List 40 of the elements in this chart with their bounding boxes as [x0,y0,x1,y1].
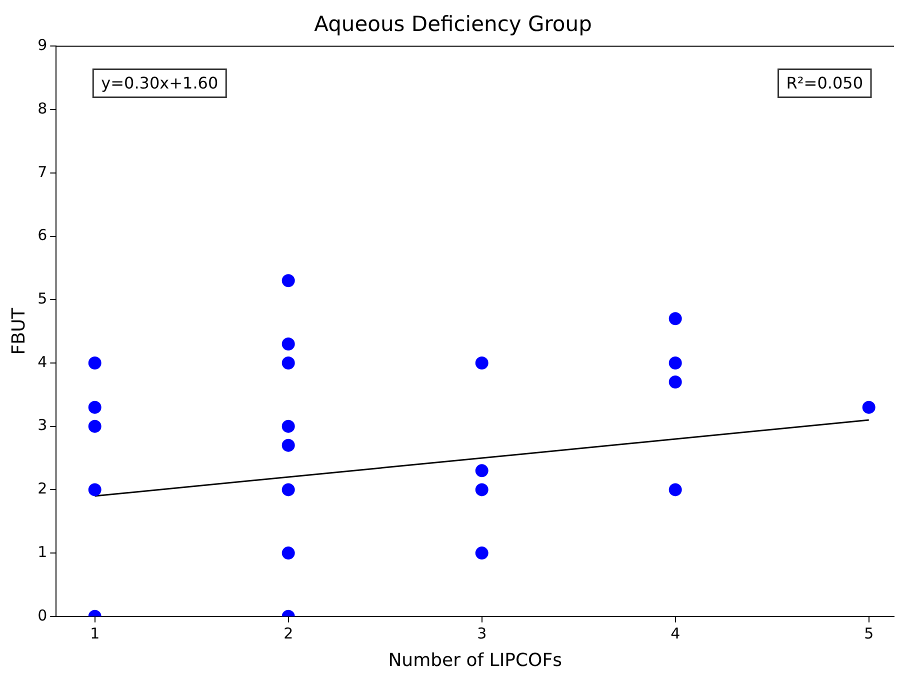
point [668,356,682,370]
point [282,420,295,433]
y-tick-label: 4 [38,352,48,371]
x-tick-label: 2 [284,624,294,642]
point [88,483,102,496]
x-tick-label: 3 [477,624,487,642]
y-tick-label: 8 [38,99,48,118]
y-tick-label: 1 [38,542,48,561]
x-tick-label: 1 [90,624,100,642]
point [88,356,102,370]
point [282,438,295,452]
annotation: R²=0.050 [786,73,864,92]
y-axis-title: FBUT [8,306,30,355]
point [862,400,876,414]
y-tick-label: 0 [38,606,48,624]
y-tick-label: 9 [38,36,48,54]
point [475,356,488,370]
point [668,312,682,326]
point [282,337,295,350]
point [282,356,295,370]
point [475,546,488,560]
x-tick-label: 5 [864,624,874,642]
point [282,483,295,496]
y-tick-label: 6 [38,226,48,244]
point [668,483,682,496]
y-tick-label: 5 [38,290,48,308]
point [668,375,682,388]
annotation: y=0.30x+1.60 [101,73,218,92]
y-tick-label: 3 [38,416,48,434]
point [475,464,488,478]
point [282,546,295,560]
y-tick-label: 2 [38,480,48,498]
point [282,274,295,288]
point [88,420,102,433]
point [88,400,102,414]
point [475,483,488,496]
y-tick-label: 7 [38,162,48,181]
x-tick-label: 4 [670,624,680,642]
x-axis-title: Number of LIPCOFs [388,650,562,671]
chart-title: Aqueous Deficiency Group [314,12,592,36]
